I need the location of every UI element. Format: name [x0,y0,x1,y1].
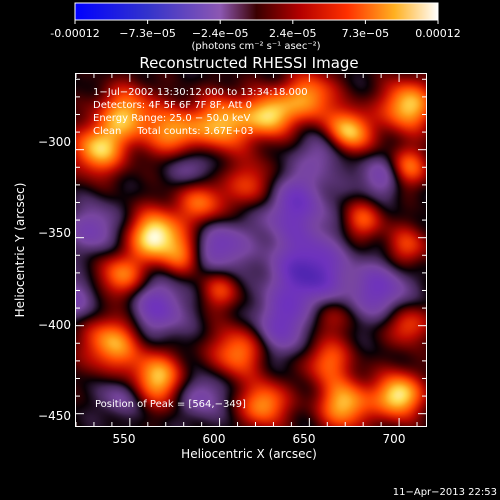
colorbar-tick-label: −2.4e−05 [192,27,249,40]
x-tick-label: 700 [383,432,406,446]
colorbar-tick-label: −7.3e−05 [119,27,176,40]
x-tick-label: 650 [293,432,316,446]
detectors-annotation: Detectors: 4F 5F 6F 7F 8F, Att 0 [93,100,252,111]
y-axis-label: Heliocentric Y (arcsec) [13,183,27,318]
colorbar-units: (photons cm⁻² s⁻¹ asec⁻²) [191,41,320,52]
y-tick-label: −350 [38,226,71,240]
y-tick-label: −450 [38,409,71,423]
chart-title: Reconstructed RHESSI Image [139,54,358,72]
colorbar-tick-label: 7.3e−05 [342,27,389,40]
energy-range-annotation: Energy Range: 25.0 − 50.0 keV [93,113,250,124]
x-tick-label: 600 [203,432,226,446]
y-tick-label: −400 [38,318,71,332]
plot-frame [75,73,427,427]
peak-position-annotation: Position of Peak = [564,−349] [95,399,246,410]
clean-counts-annotation: Clean Total counts: 3.67E+03 [93,126,253,137]
colorbar-tick-label: -0.00012 [50,27,99,40]
axis-ticks [75,74,426,426]
heatmap-image [76,74,426,426]
heatmap-frame [76,74,426,426]
colorbar-ticks [74,20,439,24]
x-axis-label: Heliocentric X (arcsec) [181,447,317,461]
y-tick-label: −300 [38,135,71,149]
time-range-annotation: 1−Jul−2002 13:30:12.000 to 13:34:18.000 [93,87,308,98]
timestamp: 11−Apr−2013 22:53 [393,487,497,498]
colorbar-tick-label: 2.4e−05 [269,27,316,40]
colorbar-tick-label: 0.00012 [415,27,461,40]
colorbar [74,2,439,21]
x-tick-label: 550 [113,432,136,446]
